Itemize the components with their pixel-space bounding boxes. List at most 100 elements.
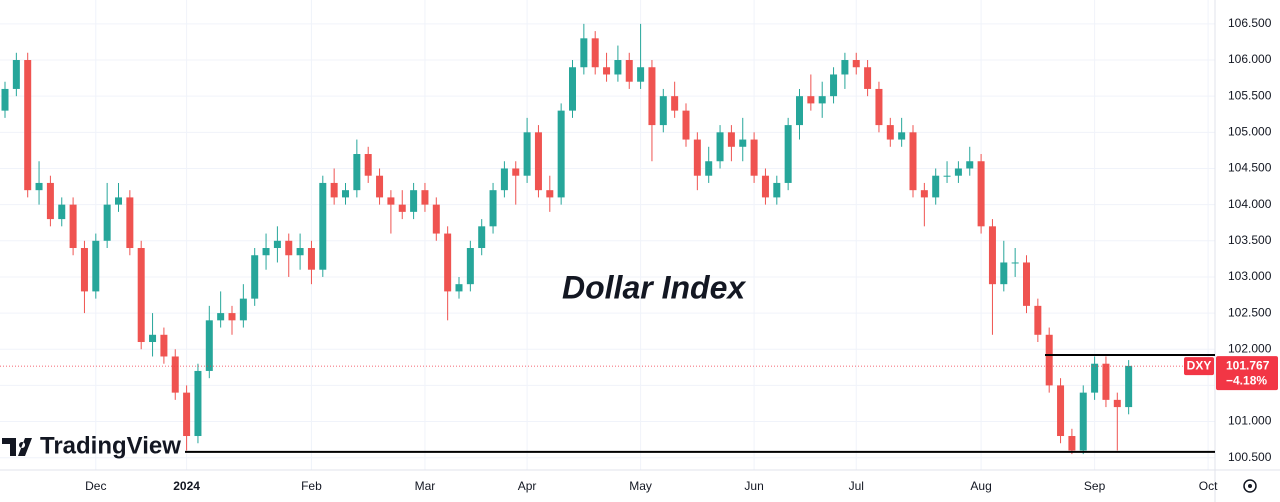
candle-body xyxy=(886,125,894,140)
candle-body xyxy=(705,161,713,176)
candle-body xyxy=(149,334,157,343)
candle-body xyxy=(818,96,826,104)
x-tick-label: Aug xyxy=(970,479,991,493)
x-tick-label: Mar xyxy=(415,479,436,493)
candle-body xyxy=(1045,334,1053,386)
candle-body xyxy=(115,197,122,205)
candle-body xyxy=(693,139,701,176)
candle-body xyxy=(421,190,429,205)
candle-body xyxy=(739,139,747,147)
candle-body xyxy=(58,204,66,220)
candle-body xyxy=(920,190,928,198)
x-tick-label: Dec xyxy=(85,479,106,493)
grid xyxy=(0,0,1215,470)
candle-body xyxy=(285,240,293,256)
symbol-label: DXY xyxy=(1187,358,1212,372)
candle-body xyxy=(591,38,599,68)
candle-body xyxy=(12,60,20,89)
candle-body xyxy=(387,197,395,205)
candle-body xyxy=(864,67,872,89)
candle-body xyxy=(217,313,225,321)
candle-body xyxy=(1011,262,1019,264)
candle-body xyxy=(342,190,349,198)
candle-body xyxy=(46,182,54,220)
candle-body xyxy=(796,96,803,126)
candle-body xyxy=(546,190,554,198)
x-tick-label: 2024 xyxy=(173,479,200,493)
y-tick-label: 100.500 xyxy=(1228,450,1272,464)
settings-icon[interactable] xyxy=(1243,479,1257,493)
candle-body xyxy=(671,96,679,111)
candle-body xyxy=(160,334,168,357)
symbol-tag xyxy=(1184,357,1214,376)
candle-body xyxy=(1,88,9,111)
candle-body xyxy=(523,132,531,176)
y-tick-label: 105.000 xyxy=(1228,124,1272,138)
candle-body xyxy=(126,197,134,249)
candle-body xyxy=(1113,399,1121,408)
candle-body xyxy=(909,132,917,191)
candle-body xyxy=(353,154,361,191)
candle-body xyxy=(92,240,100,292)
candle-body xyxy=(875,88,883,126)
candle-body xyxy=(943,175,951,177)
candle-body xyxy=(750,139,758,176)
gear-center[interactable] xyxy=(1248,484,1252,488)
candle-body xyxy=(761,175,769,198)
x-tick-label: Jul xyxy=(849,479,864,493)
candle-body xyxy=(773,182,781,198)
y-tick-label: 102.500 xyxy=(1228,305,1272,319)
y-tick-label: 105.500 xyxy=(1228,88,1272,102)
candle-body xyxy=(1079,392,1087,451)
candle-body xyxy=(478,226,486,249)
change-label: −4.18% xyxy=(1226,373,1267,387)
candle-body xyxy=(534,132,542,191)
y-tick-label: 102.000 xyxy=(1228,341,1272,355)
candle-body xyxy=(1068,436,1076,451)
candle-body xyxy=(466,248,474,285)
x-tick-label: Apr xyxy=(518,479,537,493)
candle-body xyxy=(830,74,838,97)
y-tick-label: 103.000 xyxy=(1228,269,1272,283)
candle-body xyxy=(1102,363,1110,400)
candle-body xyxy=(103,204,111,241)
candle-body xyxy=(1034,305,1042,335)
y-tick-label: 106.000 xyxy=(1228,52,1272,66)
gear[interactable] xyxy=(1243,479,1257,493)
x-tick-label: Feb xyxy=(301,479,322,493)
candle-body xyxy=(557,110,565,198)
candle-body xyxy=(137,248,145,343)
candle-body xyxy=(228,313,236,321)
candle-body xyxy=(80,248,88,292)
candle-body xyxy=(489,190,497,227)
candle-body xyxy=(954,168,962,176)
candle-body xyxy=(455,284,463,292)
price-label: 101.767 xyxy=(1226,358,1270,372)
y-tick-label: 103.500 xyxy=(1228,233,1272,247)
candle-body xyxy=(319,182,327,270)
candle-body xyxy=(376,175,384,198)
y-tick-label: 104.000 xyxy=(1228,197,1272,211)
candle-body xyxy=(898,132,906,140)
x-tick-label: Jun xyxy=(744,479,763,493)
annotation: Dollar Index xyxy=(562,269,746,305)
brand-text: TradingView xyxy=(40,432,181,459)
candle-body xyxy=(659,96,667,126)
candle-body xyxy=(273,240,281,249)
price-tag xyxy=(1216,356,1278,391)
x-tick-label: May xyxy=(629,479,652,493)
candle-body xyxy=(364,154,372,176)
logo-icon xyxy=(2,438,32,456)
candle-body xyxy=(330,182,338,198)
candle-body xyxy=(569,67,576,111)
candle-body xyxy=(512,168,520,176)
candle-body xyxy=(432,204,440,234)
candle-body xyxy=(988,226,996,285)
candle-body xyxy=(807,96,815,104)
candle-body xyxy=(1125,365,1133,408)
candle-body xyxy=(966,161,974,169)
y-tick-label: 101.000 xyxy=(1228,414,1272,428)
candle-body xyxy=(205,320,213,371)
